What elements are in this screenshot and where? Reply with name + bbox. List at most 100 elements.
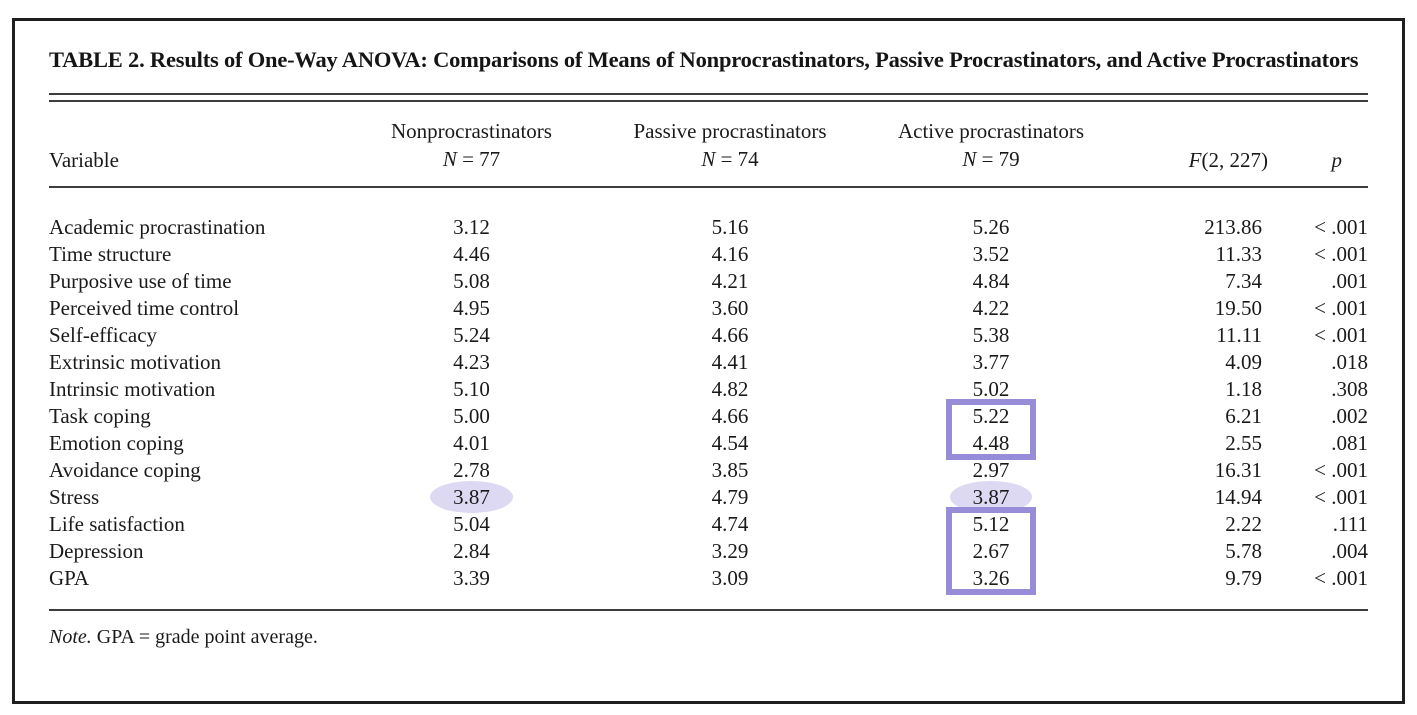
table-row: Purposive use of time 5.08 4.21 4.84 7.34 .00… (49, 268, 1368, 295)
f-mean-cell: 11.11 (1116, 322, 1268, 349)
passive-mean-cell: 4.79 (594, 484, 866, 511)
cell-value: 5.02 (972, 377, 1010, 401)
cell-value: 3.87 (453, 485, 490, 509)
non-mean-cell: 4.46 (349, 241, 594, 268)
variable-cell: Academic procrastination (49, 187, 349, 241)
cell-value: 16.31 (1214, 458, 1262, 482)
cell-value: Intrinsic motivation (49, 377, 216, 401)
non-mean-cell: 4.23 (349, 349, 594, 376)
cell-value: 3.87 (972, 485, 1010, 509)
cell-value: 7.34 (1225, 269, 1262, 293)
table-note: Note. GPA = grade point average. (49, 624, 1368, 650)
table-row: Perceived time control 4.95 3.60 4.22 19.50 <… (49, 295, 1368, 322)
n-count: = 74 (720, 147, 759, 171)
non-mean-cell: 5.00 (349, 403, 594, 430)
non-mean-cell: 2.78 (349, 457, 594, 484)
cell-value: 4.16 (711, 242, 749, 266)
table-figure-frame: TABLE 2. Results of One-Way ANOVA: Compa… (12, 18, 1405, 704)
header-f-statistic: F(2, 227) (1116, 102, 1268, 188)
non-mean-cell: 5.08 (349, 268, 594, 295)
non-mean-cell: 5.10 (349, 376, 594, 403)
f-mean-cell: 11.33 (1116, 241, 1268, 268)
cell-value: < .001 (1314, 566, 1368, 590)
cell-value: 2.84 (453, 539, 490, 563)
cell-value: .001 (1331, 269, 1368, 293)
non-mean-cell: 2.84 (349, 538, 594, 565)
cell-value: Stress (49, 485, 100, 509)
cell-value: Purposive use of time (49, 269, 232, 293)
f-symbol: F (1188, 148, 1202, 172)
non-mean-cell: 3.87 (349, 484, 594, 511)
active-mean-cell: 5.12 (866, 511, 1116, 538)
cell-value: 3.77 (972, 350, 1010, 374)
cell-value: 213.86 (1204, 215, 1262, 239)
non-mean-cell: 4.95 (349, 295, 594, 322)
n-symbol: N (701, 147, 716, 171)
cell-value: .004 (1331, 539, 1368, 563)
cell-value: Avoidance coping (49, 458, 201, 482)
table-row: Stress 3.87 4.79 3.87 14.94 < .001 (49, 484, 1368, 511)
cell-value: .018 (1331, 350, 1368, 374)
highlight-ellipse (430, 481, 513, 513)
bottom-rule (49, 609, 1368, 611)
active-mean-cell: 5.38 (866, 322, 1116, 349)
cell-value: 5.04 (453, 512, 490, 536)
cell-value: 4.74 (711, 512, 749, 536)
passive-mean-cell: 4.74 (594, 511, 866, 538)
f-mean-cell: 9.79 (1116, 565, 1268, 592)
cell-value: 9.79 (1225, 566, 1262, 590)
active-mean-cell: 4.22 (866, 295, 1116, 322)
n-symbol: N (962, 147, 977, 171)
passive-mean-cell: 4.41 (594, 349, 866, 376)
f-mean-cell: 1.18 (1116, 376, 1268, 403)
non-mean-cell: 3.12 (349, 187, 594, 241)
cell-value: 2.55 (1225, 431, 1262, 455)
variable-cell: Intrinsic motivation (49, 376, 349, 403)
f-mean-cell: 19.50 (1116, 295, 1268, 322)
non-mean-cell: 5.04 (349, 511, 594, 538)
variable-cell: Self-efficacy (49, 322, 349, 349)
table-row: Task coping 5.00 4.66 5.22 6.21 .002 (49, 403, 1368, 430)
cell-value: .308 (1331, 377, 1368, 401)
n-count: = 77 (462, 147, 501, 171)
p-mean-cell: .004 (1268, 538, 1368, 565)
cell-value: < .001 (1314, 323, 1368, 347)
note-label: Note. (49, 626, 92, 648)
active-mean-cell: 3.87 (866, 484, 1116, 511)
non-mean-cell: 3.39 (349, 565, 594, 592)
cell-value: .002 (1331, 404, 1368, 428)
table-body: Academic procrastination 3.12 5.16 5.26 213.… (49, 187, 1368, 592)
variable-cell: Life satisfaction (49, 511, 349, 538)
passive-mean-cell: 4.16 (594, 241, 866, 268)
p-mean-cell: .002 (1268, 403, 1368, 430)
cell-value: 4.22 (972, 296, 1010, 320)
cell-value: 4.41 (711, 350, 749, 374)
cell-value: 5.24 (453, 323, 490, 347)
p-mean-cell: .308 (1268, 376, 1368, 403)
cell-value: 4.48 (972, 431, 1010, 455)
p-mean-cell: .111 (1268, 511, 1368, 538)
cell-value: 2.67 (972, 539, 1010, 563)
active-mean-cell: 5.22 (866, 403, 1116, 430)
cell-value: < .001 (1314, 458, 1368, 482)
cell-value: 5.26 (972, 215, 1010, 239)
cell-value: 5.10 (453, 377, 490, 401)
f-mean-cell: 2.55 (1116, 430, 1268, 457)
header-variable-label: Variable (49, 148, 119, 172)
passive-mean-cell: 3.85 (594, 457, 866, 484)
cell-value: Extrinsic motivation (49, 350, 222, 374)
p-mean-cell: < .001 (1268, 565, 1368, 592)
variable-cell: GPA (49, 565, 349, 592)
cell-value: 4.66 (711, 404, 749, 428)
passive-mean-cell: 4.66 (594, 403, 866, 430)
active-mean-cell: 3.52 (866, 241, 1116, 268)
cell-value: 3.29 (711, 539, 749, 563)
p-mean-cell: .001 (1268, 268, 1368, 295)
cell-value: 5.12 (972, 512, 1010, 536)
table-row: Depression 2.84 3.29 2.67 5.78 .004 (49, 538, 1368, 565)
variable-cell: Avoidance coping (49, 457, 349, 484)
active-mean-cell: 3.77 (866, 349, 1116, 376)
cell-value: 3.39 (453, 566, 490, 590)
p-mean-cell: < .001 (1268, 457, 1368, 484)
passive-mean-cell: 4.21 (594, 268, 866, 295)
